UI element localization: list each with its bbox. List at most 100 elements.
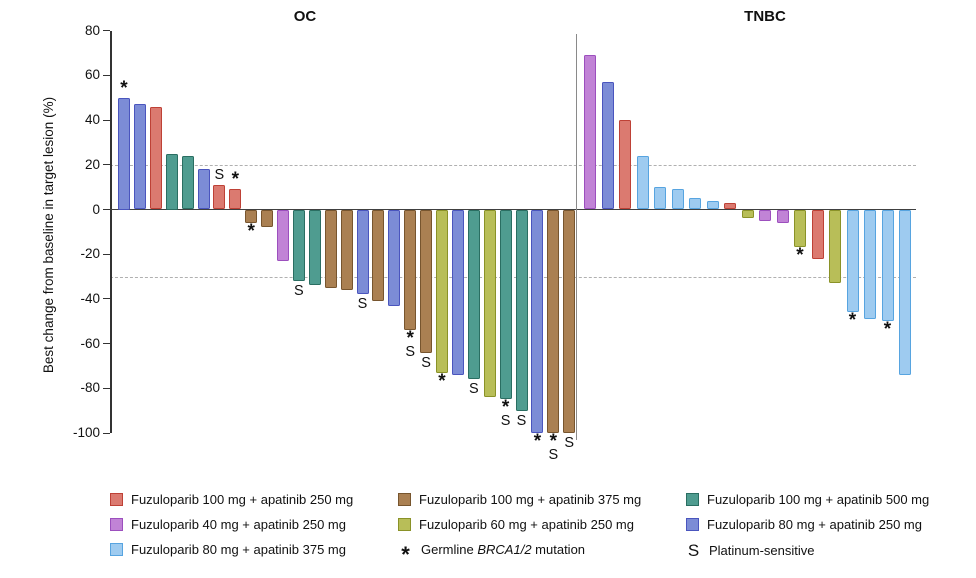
platinum-sensitive-mark: S [421,354,431,371]
y-axis-tick [103,209,110,210]
legend-label: Fuzuloparib 100 mg + apatinib 250 mg [131,492,354,507]
bar-annotation: * [223,169,247,191]
bar-oc-20 [420,209,433,353]
legend-swatch-teal [686,493,699,506]
legend-label-text: mutation [531,542,586,557]
bar-oc-19 [404,209,417,331]
brca-mutation-asterisk: * [848,310,857,332]
bar-oc-11 [277,209,289,261]
legend-item-brown: Fuzuloparib 100 mg + apatinib 375 mg [398,492,641,507]
y-axis-tick-label: -20 [80,246,100,262]
bar-oc-7 [213,184,226,210]
legend-item-lightblue: Fuzuloparib 80 mg + apatinib 375 mg [110,542,346,557]
bar-annotation: * [841,310,865,332]
y-axis-tick [103,387,110,389]
legend-item-teal: Fuzuloparib 100 mg + apatinib 500 mg [686,492,929,507]
bar-oc-5 [181,155,194,210]
y-axis-tick [103,343,110,345]
bar-oc-12 [292,209,305,282]
bar-annotation: S [207,166,231,183]
bar-oc-22 [451,209,464,375]
bar-oc-3 [149,106,162,210]
legend-swatch-olive [398,518,411,531]
bar-tnbc-9 [724,202,736,210]
bar-annotation: * [430,372,454,391]
group-title-tnbc: TNBC [744,8,786,25]
brca-mutation-asterisk: * [247,220,255,242]
bar-tnbc-4 [636,155,649,210]
asterisk-symbol: * [401,541,410,567]
y-axis-tick [103,432,110,434]
platinum-sensitive-mark: S [516,412,527,429]
bar-oc-13 [308,209,321,286]
legend-label: Fuzuloparib 100 mg + apatinib 375 mg [419,492,642,507]
bar-oc-6 [197,169,210,210]
brca-mutation-asterisk: * [120,77,128,99]
bar-annotation: * [239,220,263,242]
legend-item-platinum-sensitive: S Platinum-sensitive [686,542,815,559]
bar-tnbc-2 [601,82,614,210]
bar-annotation: * [112,77,136,99]
platinum-sensitive-mark: S [468,381,479,398]
y-axis-tick [103,74,110,76]
bar-annotation: S [287,284,311,299]
bar-tnbc-15 [829,209,841,284]
bar-annotation: * S [398,329,422,359]
platinum-sensitive-mark: S [564,435,575,451]
group-title-oc: OC [293,8,317,25]
legend-label: Germline BRCA1/2 mutation [421,542,585,557]
platinum-sensitive-mark: S [500,413,511,430]
bar-tnbc-16 [846,209,859,313]
bar-annotation: * [788,245,812,267]
y-axis-tick [103,119,110,121]
legend-label: Fuzuloparib 100 mg + apatinib 500 mg [707,492,930,507]
reference-line [110,276,916,278]
legend-label: Fuzuloparib 80 mg + apatinib 375 mg [131,542,346,557]
bar-annotation: S [462,381,486,398]
y-axis-tick [103,253,110,255]
bar-tnbc-3 [619,120,631,210]
bar-oc-10 [261,209,274,228]
brca-mutation-asterisk: * [883,319,892,341]
bar-tnbc-6 [671,189,684,210]
brca-mutation-asterisk: * [231,169,239,191]
bar-oc-24 [483,209,496,398]
bar-oc-29 [563,209,576,433]
y-axis-tick [103,30,110,32]
bar-oc-23 [467,209,480,380]
platinum-sensitive-mark: S [214,166,225,183]
legend-swatch-red [110,493,123,506]
bar-tnbc-18 [881,209,894,322]
bar-oc-1 [118,97,130,210]
bar-tnbc-13 [794,209,806,248]
legend-item-brca-mutation: * Germline BRCA1/2 mutation [398,541,585,567]
y-axis-tick-label: -60 [80,335,100,351]
y-axis-tick-label: -80 [80,380,100,396]
legend-item-red: Fuzuloparib 100 mg + apatinib 250 mg [110,492,353,507]
bar-tnbc-17 [864,209,876,319]
bar-annotation: S [351,297,375,312]
legend-item-orchid: Fuzuloparib 40 mg + apatinib 250 mg [110,517,346,532]
legend-swatch-brown [398,493,411,506]
bar-tnbc-7 [689,198,701,210]
bar-oc-21 [436,209,448,373]
y-axis-tick [103,164,110,166]
y-axis-tick-label: 80 [84,22,100,38]
legend-item-olive: Fuzuloparib 60 mg + apatinib 250 mg [398,517,634,532]
y-axis-tick-label: -100 [72,425,100,440]
brca-mutation-asterisk: * [796,245,804,267]
bar-annotation: * S [494,398,518,430]
bar-annotation: S [510,412,534,429]
y-axis-tick-label: 60 [84,67,100,83]
gene-name-italic: BRCA1/2 [477,542,532,557]
bar-tnbc-10 [741,209,754,219]
bar-oc-14 [324,209,337,288]
y-axis-tick [103,298,110,300]
y-axis-line [110,30,112,433]
platinum-sensitive-mark: S [548,447,559,463]
bar-oc-9 [245,209,258,223]
zero-baseline [110,208,916,211]
bar-annotation: * [876,319,900,341]
bar-oc-16 [356,209,369,295]
y-axis-tick-label: 0 [92,201,100,217]
